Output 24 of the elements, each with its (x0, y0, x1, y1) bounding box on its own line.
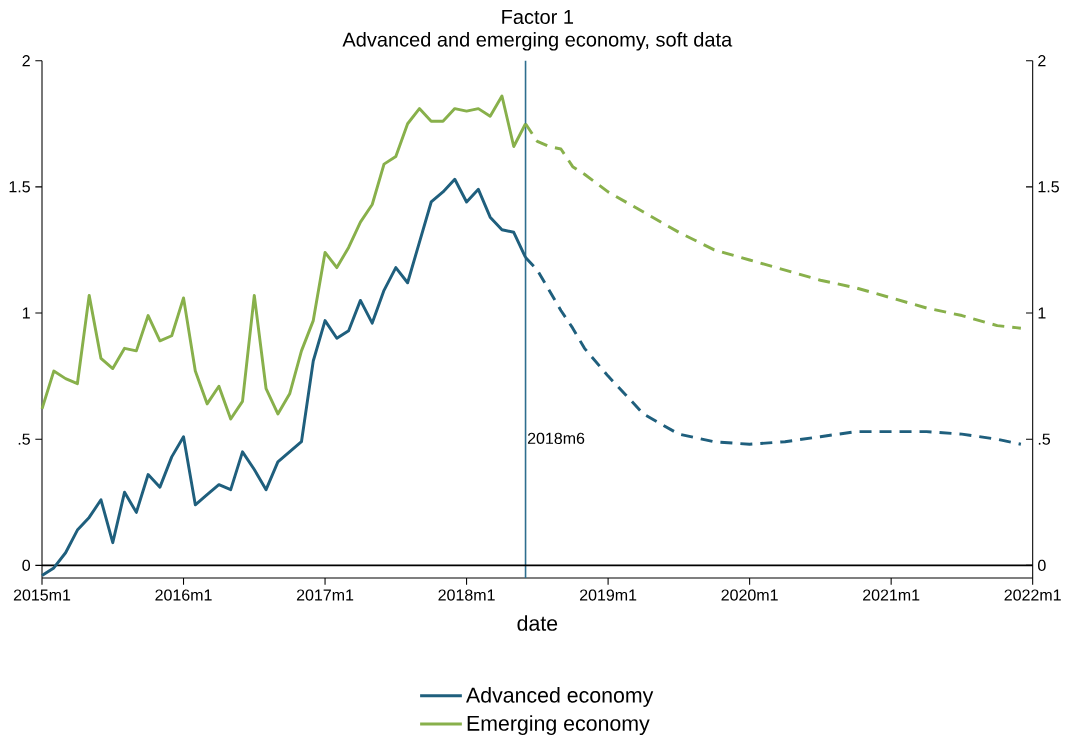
y2-tick-label: 1.5 (1038, 181, 1059, 193)
y-tick-label: 1 (22, 307, 30, 319)
x-axis-title: date (517, 615, 558, 631)
y-tick-label: 2 (22, 55, 30, 67)
y-tick-label: .5 (18, 433, 30, 445)
x-tick-label: 2022m1 (1004, 589, 1061, 601)
x-tick-label: 2015m1 (13, 589, 71, 601)
ref-line-label: 2018m6 (527, 432, 585, 444)
chart-subtitle: Advanced and emerging economy, soft data (342, 31, 733, 51)
legend-label: Advanced economy (466, 687, 654, 707)
y2-tick-label: 0 (1038, 559, 1046, 572)
x-tick-label: 2020m1 (721, 589, 778, 601)
y-tick-label: 0 (22, 559, 31, 572)
x-tick-label: 2018m1 (438, 589, 495, 601)
chart-title: Factor 1 (502, 10, 574, 24)
y2-tick-label: .5 (1038, 433, 1051, 445)
y-tick-label: 1.5 (9, 181, 30, 193)
legend-label: Emerging economy (467, 715, 650, 736)
x-tick-label: 2017m1 (296, 589, 354, 601)
y2-tick-label: 2 (1038, 55, 1046, 67)
x-tick-label: 2016m1 (155, 589, 212, 601)
x-tick-label: 2021m1 (863, 589, 920, 601)
x-tick-label: 2019m1 (579, 589, 637, 601)
y2-tick-label: 1 (1038, 307, 1046, 319)
